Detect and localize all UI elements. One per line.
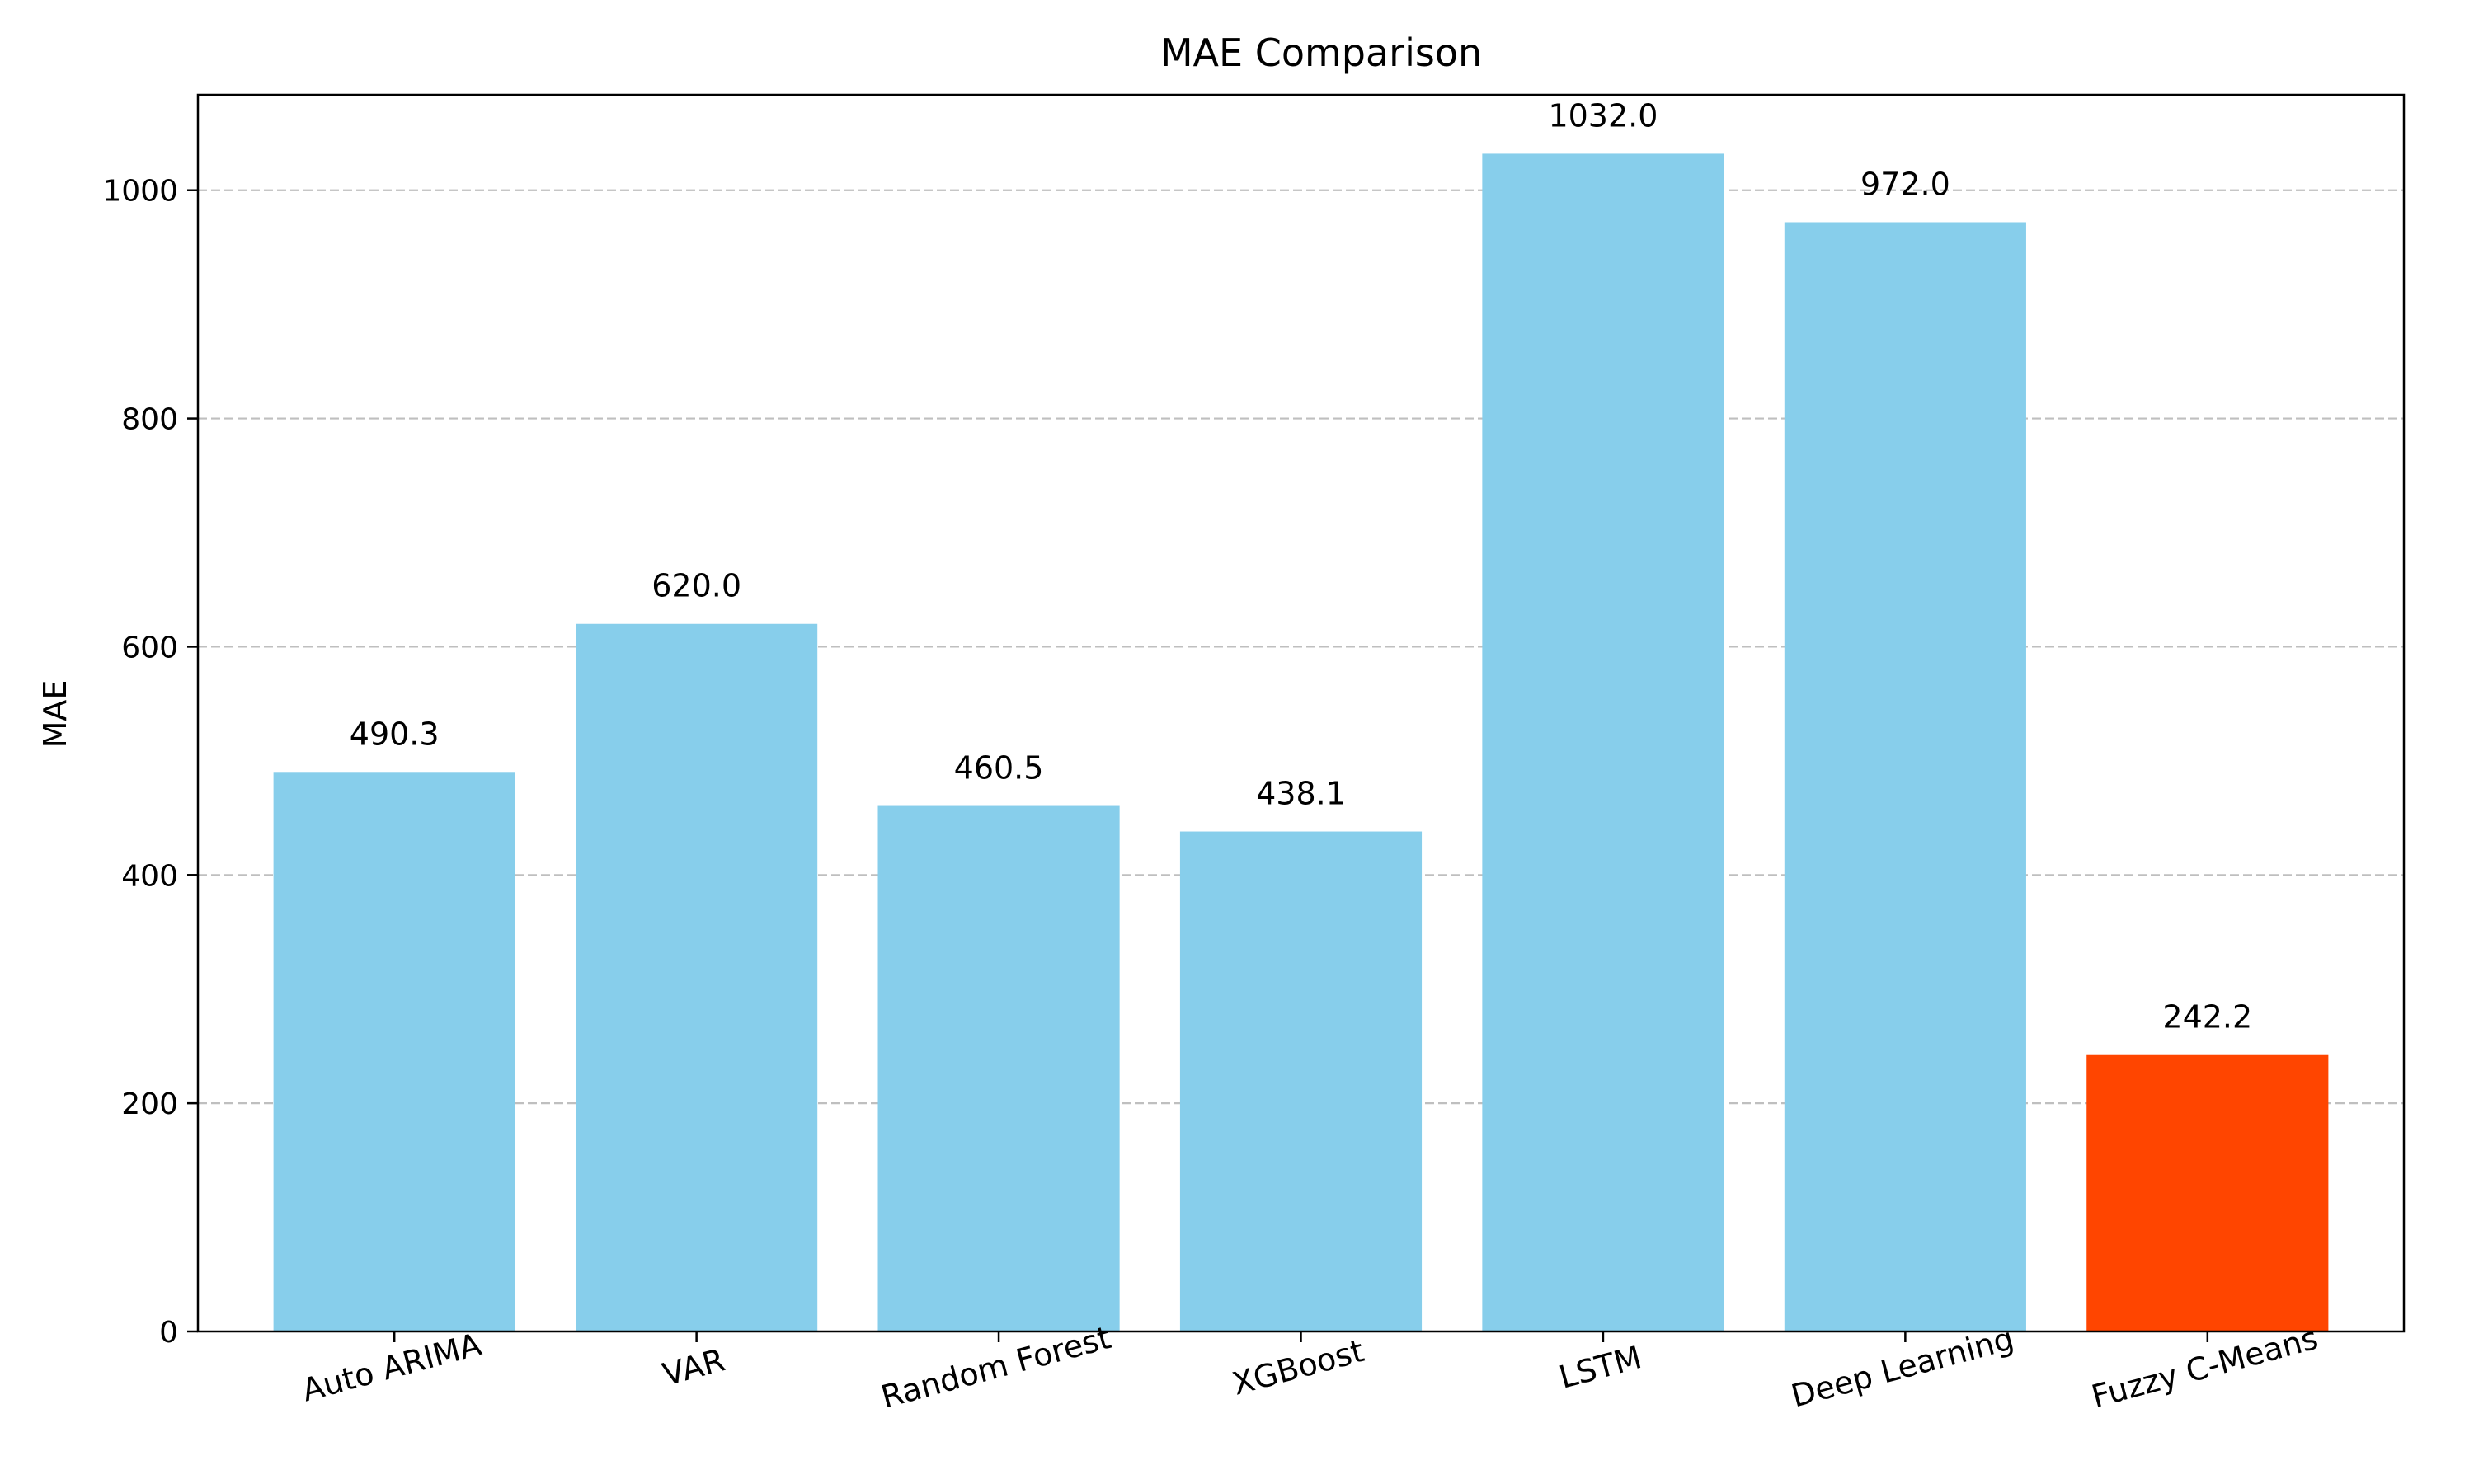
bar [2086, 1054, 2329, 1331]
bar-value-label: 460.5 [954, 750, 1044, 787]
bar [877, 805, 1120, 1331]
bars [273, 153, 2329, 1331]
y-tick-label: 200 [121, 1087, 178, 1121]
bar-value-label: 620.0 [651, 568, 741, 604]
bar-value-label: 438.1 [1256, 776, 1346, 812]
bar-value-label: 1032.0 [1548, 97, 1658, 134]
y-tick-label: 800 [121, 403, 178, 437]
bar [273, 772, 515, 1331]
y-tick-label: 0 [159, 1316, 178, 1350]
bar [1482, 153, 1724, 1331]
bar [576, 623, 818, 1331]
y-tick-label: 600 [121, 631, 178, 665]
y-axis-label: MAE [37, 680, 73, 749]
bar-value-label: 242.2 [2162, 999, 2252, 1036]
y-tick-label: 400 [121, 859, 178, 893]
chart-title: MAE Comparison [1160, 31, 1482, 75]
y-tick-label: 1000 [102, 175, 178, 209]
value-labels: 490.3 620.0 460.5 438.1 1032.0 972.0 242.2 [350, 97, 2252, 1035]
bar [1179, 831, 1423, 1331]
bar-value-label: 972.0 [1860, 166, 1950, 202]
y-axis-ticks: 0 200 400 600 800 1000 [102, 175, 198, 1350]
bar-value-label: 490.3 [350, 716, 440, 752]
bar [1784, 222, 2026, 1331]
